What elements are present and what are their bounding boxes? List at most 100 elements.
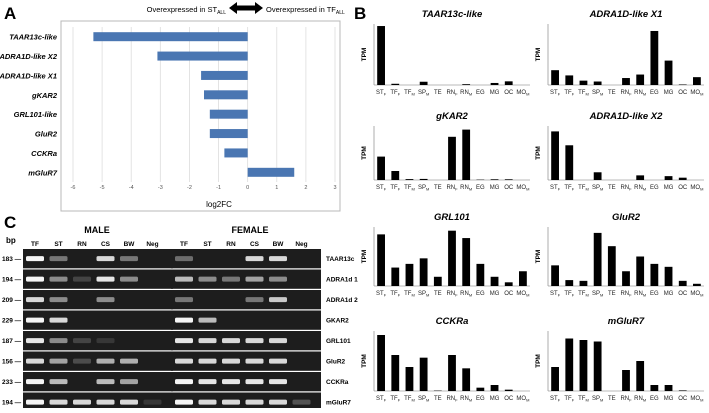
x-tick-label: 3: [333, 185, 336, 191]
male-title: MALE: [84, 225, 110, 235]
tpm-bar: [505, 390, 513, 391]
x-tick-label: MG: [664, 185, 674, 191]
x-tick-label: -5: [100, 185, 105, 191]
gel-band: [222, 379, 240, 384]
x-tick-label: STF: [550, 291, 561, 298]
tpm-bar: [679, 84, 687, 85]
gel-band: [50, 318, 68, 323]
gel-band: [175, 256, 193, 261]
tpm-bar: [448, 355, 456, 391]
gel-band: [246, 338, 264, 343]
x-tick-label: MOM: [516, 291, 529, 298]
gel-band: [269, 400, 287, 405]
x-tick-label: TFM: [404, 185, 415, 192]
tpm-bar: [665, 385, 673, 391]
x-tick-label: EG: [650, 90, 659, 96]
x-tick-label: OC: [504, 185, 514, 191]
panel-b-letter: B: [354, 4, 366, 23]
x-tick-label: RNM: [634, 185, 646, 192]
x-tick-label: MG: [490, 90, 500, 96]
x-tick-label: TE: [608, 396, 616, 402]
gel-band: [246, 400, 264, 405]
category-label: TAAR13c-like: [9, 33, 57, 42]
gel-band: [293, 400, 311, 405]
x-tick-label: TE: [608, 90, 616, 96]
x-tick-label: 0: [246, 185, 249, 191]
x-tick-label: EG: [650, 396, 659, 402]
gene-label: ADRA1d 2: [326, 297, 358, 304]
x-tick-label: MOM: [516, 185, 529, 192]
tpm-bar: [491, 83, 499, 85]
lane-label: RN: [226, 241, 236, 248]
x-tick-label: RNF: [620, 291, 632, 298]
x-tick-label: TFF: [390, 185, 400, 192]
tpm-bar: [491, 179, 499, 180]
x-tick-label: MOM: [690, 291, 703, 298]
gel-band: [120, 400, 138, 405]
x-tick-label: SPM: [592, 90, 603, 97]
gel-band: [26, 359, 44, 364]
x-tick-label: EG: [476, 90, 485, 96]
x-tick-label: TE: [434, 185, 442, 191]
chart-title: GRL101: [434, 212, 470, 223]
x-tick-label: RNM: [460, 185, 472, 192]
chart-title: mGluR7: [608, 316, 645, 327]
gel-band: [26, 318, 44, 323]
tpm-bar: [551, 131, 559, 180]
gel-band: [175, 297, 193, 302]
gel-band: [246, 297, 264, 302]
tpm-bar: [636, 175, 644, 180]
bar-mglur7: [248, 168, 295, 177]
x-tick-label: RNM: [634, 291, 646, 298]
tpm-bar: [476, 388, 484, 391]
tpm-bar: [693, 284, 701, 286]
x-tick-label: TFM: [578, 185, 589, 192]
bar-adra1d-like-x1: [201, 71, 248, 80]
tpm-bar: [391, 171, 399, 180]
gel-band: [73, 338, 91, 343]
gel-band: [246, 277, 264, 282]
x-tick-label: TE: [434, 90, 442, 96]
x-tick-label: TFF: [390, 291, 400, 298]
gel-band: [50, 400, 68, 405]
x-tick-label: -2: [187, 185, 192, 191]
gene-label: mGluR7: [326, 400, 351, 407]
female-title: FEMALE: [232, 225, 269, 235]
lane-label: CS: [101, 241, 111, 248]
tpm-bar: [665, 61, 673, 85]
gel-band: [26, 256, 44, 261]
tpm-bar: [594, 233, 602, 286]
tpm-bar: [420, 358, 428, 391]
tpm-bar: [377, 157, 385, 180]
x-tick-label: TFM: [578, 90, 589, 97]
tpm-bar: [462, 130, 470, 180]
gel-band: [222, 400, 240, 405]
tpm-bar: [650, 264, 658, 286]
gel-band: [73, 400, 91, 405]
tpm-bar: [565, 145, 573, 180]
tpm-bar: [420, 82, 428, 85]
y-axis-label: TPM: [361, 250, 368, 264]
gel-row-cckra: 233 —CCKRa: [2, 372, 349, 391]
gel-band: [175, 318, 193, 323]
category-label: gKAR2: [31, 91, 58, 100]
tpm-bar: [491, 385, 499, 391]
x-tick-label: TFF: [564, 396, 574, 403]
x-tick-label: EG: [476, 396, 485, 402]
x-tick-label: EG: [650, 291, 659, 297]
x-tick-label: TFM: [404, 291, 415, 298]
gene-label: CCKRa: [326, 379, 349, 386]
gel-band: [50, 256, 68, 261]
x-tick-label: 1: [275, 185, 278, 191]
x-tick-label: TFF: [390, 90, 400, 97]
gel-band: [269, 256, 287, 261]
bar-gkar2: [204, 90, 248, 99]
gel-band: [26, 297, 44, 302]
gel-band: [199, 338, 217, 343]
